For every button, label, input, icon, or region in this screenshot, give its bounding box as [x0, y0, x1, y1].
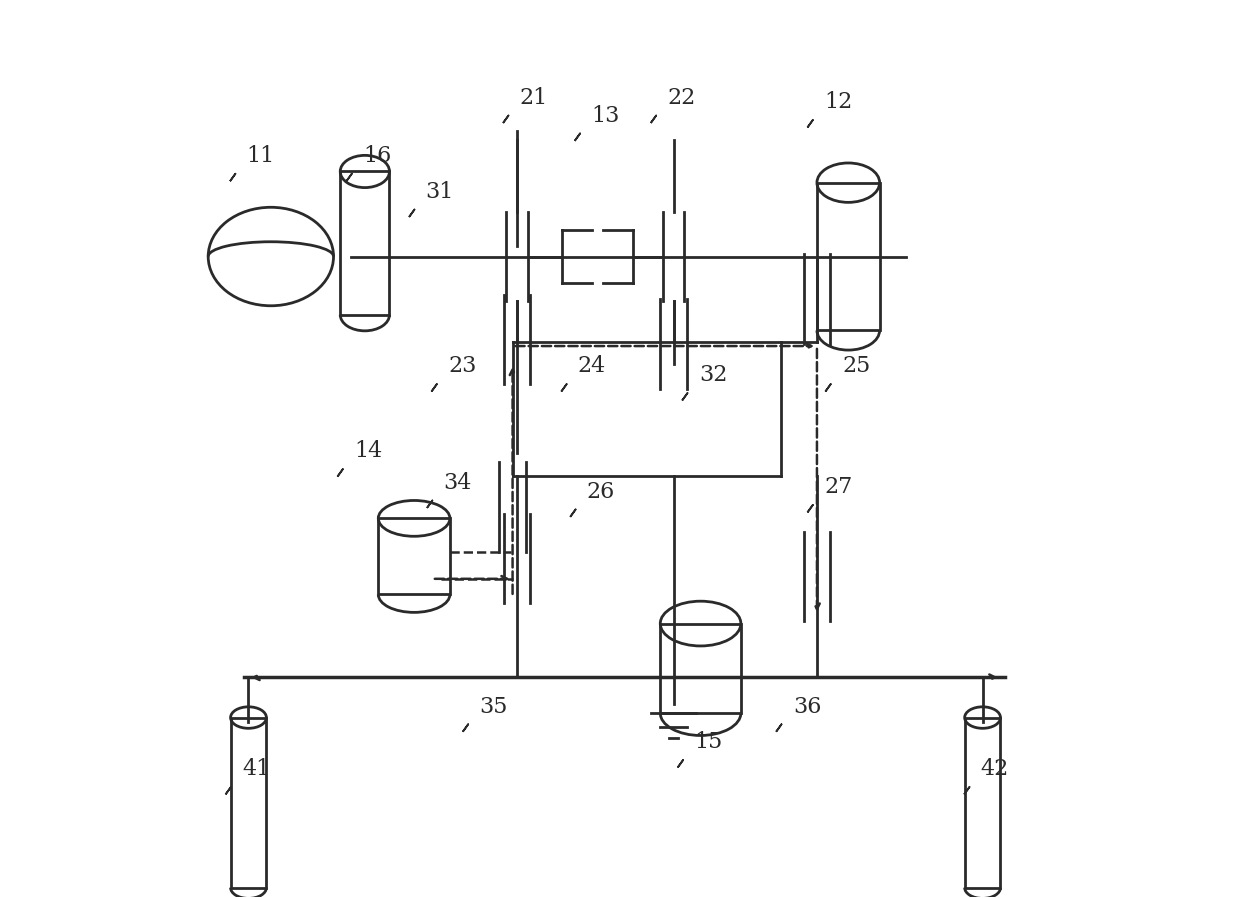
Text: 35: 35 — [480, 696, 508, 718]
Text: 25: 25 — [842, 356, 870, 377]
Text: 42: 42 — [981, 758, 1009, 780]
Text: 36: 36 — [792, 696, 821, 718]
Text: 14: 14 — [355, 440, 382, 462]
Text: 21: 21 — [520, 87, 548, 109]
Bar — [378, 518, 450, 594]
Text: 34: 34 — [444, 471, 472, 494]
Text: 16: 16 — [363, 145, 392, 167]
Text: 32: 32 — [699, 365, 727, 386]
Bar — [817, 182, 879, 330]
Text: 27: 27 — [825, 476, 852, 498]
Text: 13: 13 — [591, 105, 620, 127]
Text: 22: 22 — [667, 87, 696, 109]
Bar — [340, 172, 389, 314]
Text: 12: 12 — [825, 92, 852, 113]
Text: 15: 15 — [694, 731, 723, 753]
Bar — [965, 718, 1001, 887]
Bar — [660, 623, 740, 713]
Text: 23: 23 — [448, 356, 476, 377]
Text: 24: 24 — [578, 356, 606, 377]
Bar — [231, 718, 267, 887]
Text: 11: 11 — [247, 145, 275, 167]
Text: 41: 41 — [242, 758, 270, 780]
Text: 26: 26 — [587, 480, 615, 503]
Text: 31: 31 — [425, 180, 454, 203]
